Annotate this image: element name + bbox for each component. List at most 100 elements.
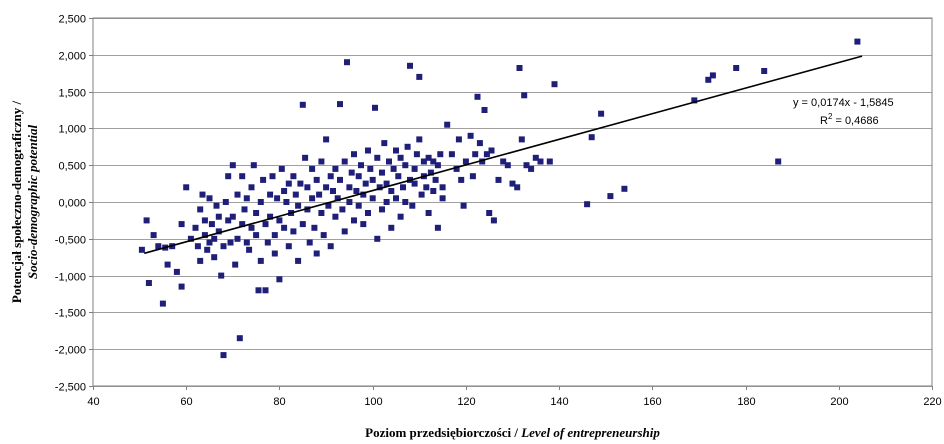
data-point [295,257,302,264]
data-point [297,180,304,187]
data-point [479,158,486,165]
data-point [234,191,241,198]
data-point [145,280,152,286]
x-axis-title-pl: Poziom przedsiębiorczości / [365,425,521,440]
y-tick-label: -1,500 [55,308,86,320]
data-point [481,107,488,113]
data-point [332,213,339,220]
data-point [495,176,502,183]
data-point [351,151,357,158]
data-point [490,217,497,224]
data-point [402,162,409,169]
data-point [262,221,269,228]
y-tick-label: 1,500 [58,88,86,100]
data-point [355,202,362,209]
r-squared-label: R2 = 0,4686 [820,112,879,127]
data-point [257,199,264,205]
data-point [355,173,362,180]
data-point [187,235,194,242]
data-point [469,173,476,180]
data-point [250,162,257,169]
data-point [204,246,211,253]
data-point [467,132,474,139]
x-axis-ticks: 40 60 80 100 120 140 160 180 200 220 [87,386,942,408]
data-point [220,352,227,359]
y-tick-label: 1,000 [58,124,86,136]
x-tick-label: 40 [87,396,99,408]
data-point [348,169,355,176]
data-point [306,239,313,246]
data-point [439,184,446,191]
data-point [178,283,185,290]
data-point [418,191,425,198]
data-point [313,176,320,183]
data-point [369,176,376,183]
data-point [295,202,302,209]
data-point [509,180,516,187]
y-tick-label: 2,500 [58,14,86,26]
data-point [488,147,495,154]
data-point [334,195,341,202]
data-point [253,232,260,239]
y-tick-label: 0,500 [58,161,86,173]
data-point [411,165,418,172]
data-point [514,184,521,191]
data-point [337,101,343,108]
data-point [327,173,334,180]
data-point [483,151,490,158]
r-squared-value: = 0,4686 [832,115,878,127]
data-point [330,188,336,194]
data-point [262,287,269,294]
data-point [222,199,229,205]
data-point [316,191,323,198]
data-point [332,165,339,172]
data-point [341,158,348,165]
data-point [500,158,507,165]
data-point [206,195,213,202]
data-point [283,199,290,205]
data-point [260,176,267,183]
data-point [281,224,288,231]
data-point [532,154,539,161]
data-point [383,199,390,205]
trendline-equation: y = 0,0174x - 1,5845 [793,97,894,109]
data-point [504,162,511,169]
y-axis-ticks: 2,500 2,000 1,500 1,000 0,500 0,000 -0,500 -1,0… [55,14,93,394]
data-point [274,195,281,202]
data-point [271,232,278,239]
x-tick-label: 200 [830,396,848,408]
data-point [255,287,262,294]
data-point [309,165,316,172]
data-point [285,243,292,250]
data-point [213,202,220,209]
data-point [369,195,376,202]
data-point [390,165,397,172]
data-point [243,195,250,202]
data-point [458,176,465,183]
y-axis-title-pl: Potencjał społeczno-demograficzny / [9,101,24,304]
data-point [304,184,311,191]
y-axis-title-en: Socio-demographic potential [25,125,40,280]
data-point [199,191,206,198]
data-point [430,158,437,165]
data-point [423,184,430,191]
data-point [206,239,213,246]
data-point [281,188,288,194]
x-tick-label: 220 [923,396,941,408]
data-point [276,217,283,224]
data-point [360,191,367,198]
data-point [257,257,264,264]
data-point [194,243,201,250]
data-point [400,184,406,191]
data-point [337,176,343,183]
data-point [183,184,190,191]
x-tick-label: 180 [737,396,755,408]
data-point [285,180,292,187]
data-point [299,221,306,228]
data-point [239,173,246,180]
data-point [521,92,528,99]
data-point [537,158,544,165]
data-point [402,199,409,205]
y-tick-label: 2,000 [58,51,86,63]
